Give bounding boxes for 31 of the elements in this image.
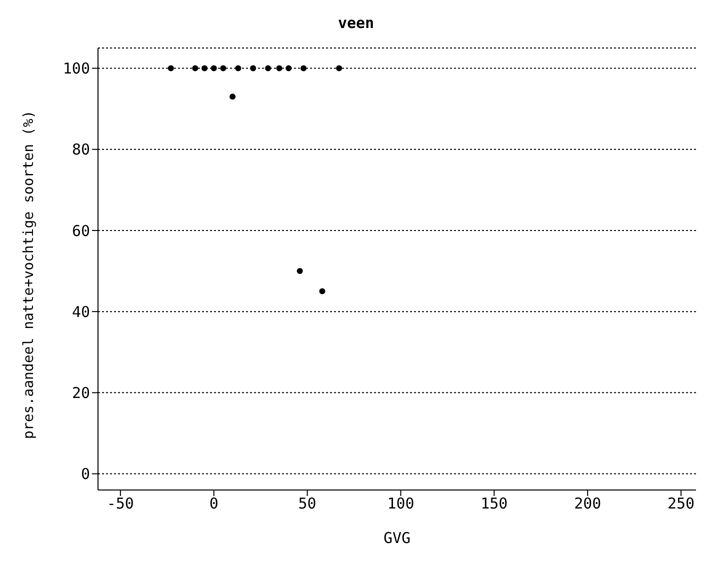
chart-title: veen [336,13,376,34]
point [168,65,174,72]
point [250,65,256,72]
point [300,65,307,72]
y-tick-label: 0 [80,465,90,484]
x-tick-label: -50 [106,494,134,513]
y-tick-label: 80 [72,140,90,159]
point [319,288,326,294]
y-tick-label: 100 [62,60,90,78]
point [286,65,292,72]
x-axis-title: GVG [383,529,411,547]
point [220,65,226,72]
point [192,65,198,72]
x-tick-label: 0 [209,494,218,513]
x-tick-label: 100 [387,494,414,513]
x-tick-label: 200 [574,494,602,513]
point [230,94,236,100]
x-tick-label: 50 [298,494,316,513]
x-tick-label: 150 [480,494,508,513]
point [202,65,208,72]
y-axis-title: pres.aandeel natte+vochtige soorten (%) [20,110,37,439]
point [235,65,242,72]
x-tick-label: 250 [668,494,695,513]
y-tick-label: 40 [72,302,90,321]
point [296,268,303,274]
point [336,65,342,72]
point [210,65,217,72]
point [276,65,282,72]
y-tick-label: 20 [72,384,90,402]
y-tick-label: 60 [72,222,90,240]
point [265,65,272,72]
